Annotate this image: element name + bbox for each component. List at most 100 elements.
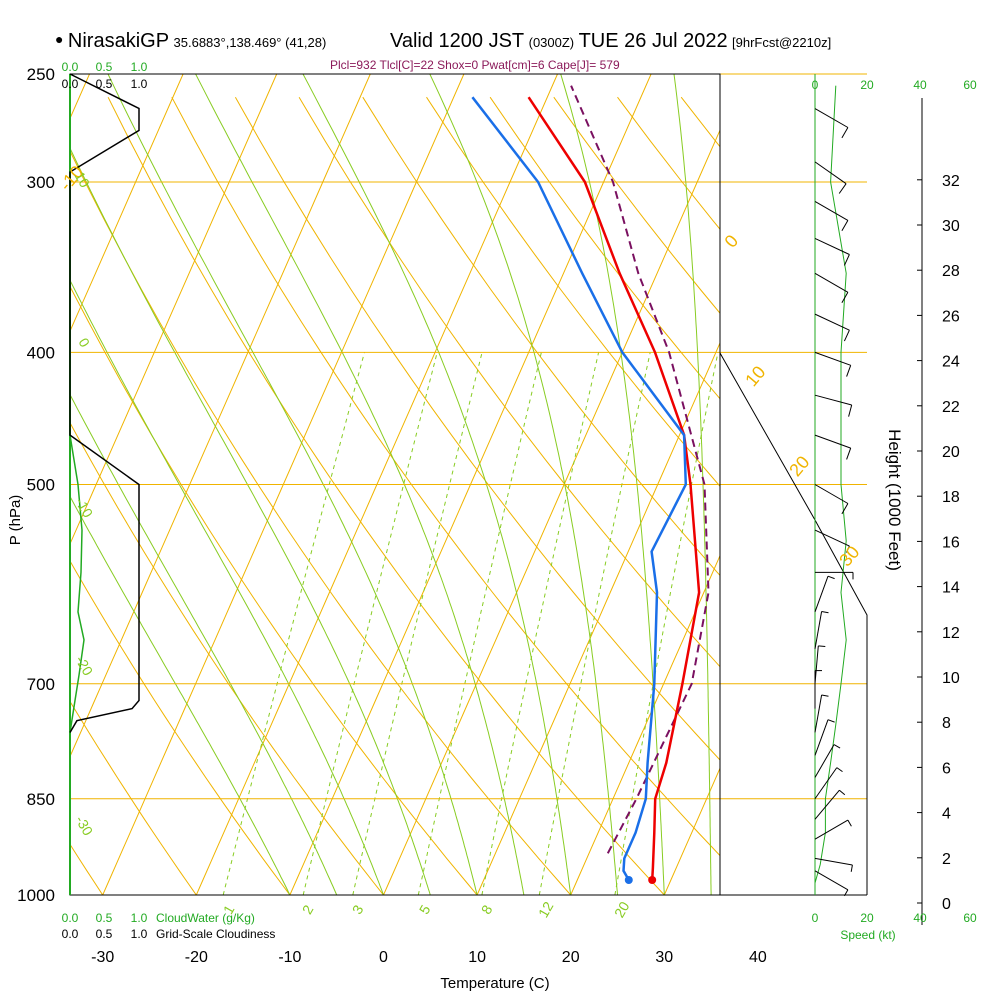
- axes: [69, 73, 923, 925]
- wind-barb-flag: [846, 365, 852, 377]
- top-cloudwater-scale-label: 0.5: [96, 60, 113, 74]
- wind-barb: [814, 789, 846, 820]
- mixing-ratio-label: 5: [416, 902, 434, 917]
- temperature-tick-label: 30: [655, 949, 673, 966]
- wind-barb: [814, 571, 854, 580]
- wind-barb-staff: [814, 694, 823, 733]
- wind-barb: [814, 484, 849, 515]
- wind-barb-staff: [814, 719, 829, 756]
- dry-adiabat-line: [70, 421, 384, 895]
- moist-adiabat-line: [429, 74, 618, 895]
- wind-barb-staff: [814, 789, 840, 820]
- isotherm-line: [663, 767, 720, 895]
- isotherm-line: [852, 74, 1000, 895]
- bottom-speed-tick-label: 20: [860, 911, 874, 925]
- height-tick-label: 14: [942, 580, 960, 597]
- dry-adiabat-line: [362, 96, 720, 577]
- moist-adiabat-line: [195, 74, 525, 895]
- top-speed-tick-label: 60: [963, 78, 977, 92]
- wind-barb: [814, 767, 843, 800]
- wind-barb: [814, 694, 829, 733]
- wind-barb: [814, 575, 835, 613]
- bottom-speed-tick-label: 60: [963, 911, 977, 925]
- top-cloudiness-scale-label: 0.5: [96, 77, 113, 91]
- dry-adiabat-line: [234, 96, 720, 761]
- wind-barb-staff: [814, 484, 849, 504]
- height-tick-label: 12: [942, 625, 960, 642]
- top-speed-tick-label: 20: [860, 78, 874, 92]
- dry-adiabat-line: [70, 560, 291, 895]
- wind-barb: [814, 237, 850, 266]
- moist-adiabat-label: 10: [72, 169, 94, 191]
- wind-barb-flag: [838, 183, 847, 194]
- moist-adiabat-label: -30: [72, 813, 96, 839]
- height-tick-label: 30: [942, 218, 960, 235]
- wind-barb: [814, 719, 835, 756]
- mixing-ratio-line: [352, 352, 483, 895]
- temperature-axis-title: Temperature (C): [440, 975, 549, 992]
- pressure-tick-label: 1000: [17, 886, 55, 905]
- dry-adiabat-line: [553, 96, 720, 314]
- height-tick-label: 8: [942, 715, 951, 732]
- wind-barb-staff: [814, 161, 847, 185]
- cloudiness-title: Grid-Scale Cloudiness: [156, 927, 275, 941]
- moist-adiabat-line: [673, 74, 712, 895]
- bottom-speed-tick-label: 0: [812, 911, 819, 925]
- wind-barb-flag: [843, 329, 850, 342]
- height-tick-label: 18: [942, 489, 960, 506]
- wind-barb: [814, 351, 852, 377]
- station-dot-icon: ●: [55, 31, 64, 47]
- bottom-cloudiness-scale-label: 1.0: [131, 927, 148, 941]
- moist-adiabat-line: [70, 279, 384, 895]
- wind-barb-flag: [821, 611, 829, 614]
- wind-barb: [814, 161, 847, 194]
- dry-adiabat-line: [107, 96, 665, 895]
- wind-barb-flag: [818, 645, 826, 647]
- height-tick-label: 32: [942, 173, 960, 190]
- pressure-tick-label: 500: [27, 476, 55, 495]
- height-tick-label: 2: [942, 851, 951, 868]
- dry-adiabat-label: 30: [835, 542, 863, 570]
- isotherm-line: [570, 554, 720, 895]
- utc-label: (0300Z): [528, 35, 575, 50]
- wind-barb-staff: [814, 394, 852, 406]
- cloudwater-title: CloudWater (g/Kg): [156, 911, 255, 925]
- dry-adiabat-line: [298, 96, 720, 668]
- top-cloudwater-scale-label: 0.0: [62, 60, 79, 74]
- moist-adiabat-line: [70, 147, 431, 895]
- height-tick-label: 24: [942, 354, 960, 371]
- moist-adiabat-line: [107, 74, 478, 895]
- wind-barb-flag: [839, 789, 846, 796]
- mixing-ratio-label: 3: [349, 902, 367, 917]
- moist-adiabat-label: -10: [72, 495, 96, 521]
- wind-barb-flag: [827, 575, 835, 580]
- parcel-params: Plcl=932 Tlcl[C]=22 Shox=0 Pwat[cm]=6 Ca…: [330, 58, 620, 72]
- moist-adiabat-line: [560, 74, 665, 895]
- height-tick-label: 4: [942, 806, 951, 823]
- wind-barb: [814, 313, 850, 342]
- wind-panel: [814, 85, 854, 897]
- wind-barb-staff: [814, 645, 819, 684]
- bottom-speed-tick-label: 40: [913, 911, 927, 925]
- moist-adiabat-line: [302, 74, 572, 895]
- mixing-ratio-line: [538, 352, 651, 895]
- chart-header: ● NirasakiGP 35.6883°,138.469° (41,28): [55, 30, 326, 53]
- temperature-curve: [527, 96, 701, 881]
- forecast-label: [9hrFcst@2210z]: [732, 35, 832, 50]
- height-axis-title: Height (1000 Feet): [885, 429, 904, 571]
- moist-adiabat-line: [70, 393, 338, 895]
- wind-barb-staff: [814, 576, 829, 613]
- height-tick-label: 0: [942, 896, 951, 913]
- station-coords: 35.6883°,138.469° (41,28): [173, 35, 327, 50]
- wind-barb-staff: [814, 272, 849, 293]
- profiles: [471, 85, 710, 885]
- wind-barb: [814, 819, 852, 840]
- temperature-tick-label: 0: [379, 949, 388, 966]
- mixing-ratio-label: 2: [299, 902, 317, 917]
- station-name: NirasakiGP: [67, 30, 170, 52]
- wind-barb-flag: [847, 819, 852, 827]
- moist-adiabat-label: 0: [75, 335, 93, 350]
- dewpoint-curve: [471, 96, 688, 881]
